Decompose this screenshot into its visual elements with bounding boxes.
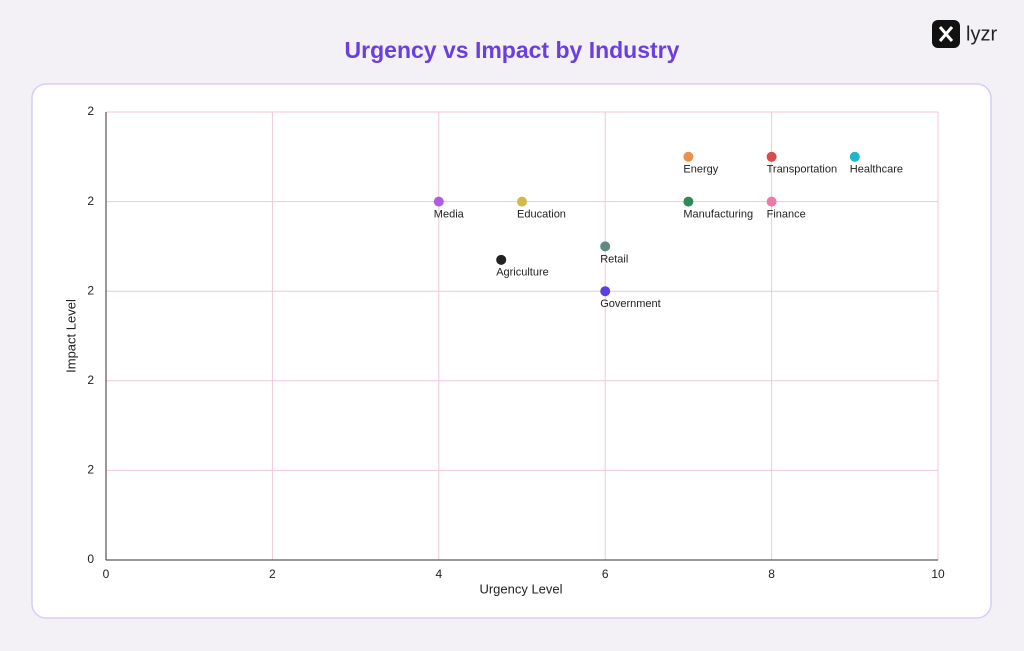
point-label: Energy [683,164,718,176]
point-label: Retail [600,253,628,265]
y-tick-label: 2 [87,373,94,387]
y-tick-label: 2 [87,463,94,477]
point [683,196,694,207]
point [496,254,507,265]
y-tick-label: 2 [87,194,94,208]
y-tick-label: 2 [87,283,94,297]
point [766,196,777,207]
point [433,196,444,207]
point-label: Media [434,209,465,221]
x-axis-label: Urgency Level [479,581,562,596]
point [600,241,611,252]
point [766,151,777,162]
chart-title: Urgency vs Impact by Industry [345,37,680,63]
y-tick-label: 2 [87,104,94,118]
point-label: Government [600,298,661,310]
point-label: Healthcare [850,164,903,176]
x-tick-label: 6 [602,567,609,581]
x-tick-label: 2 [269,567,276,581]
point-label: Transportation [767,164,838,176]
point-label: Finance [767,209,806,221]
brand: lyzr [966,23,997,45]
x-tick-label: 0 [103,567,110,581]
x-tick-label: 10 [931,567,945,581]
logo-mark [938,26,954,42]
point-label: Manufacturing [683,209,753,221]
point [683,151,694,162]
point [600,286,611,297]
card [31,83,992,619]
x-tick-label: 8 [768,567,775,581]
point-label: Education [517,209,566,221]
point-label: Agriculture [496,267,549,279]
y-tick-label: 0 [87,552,94,566]
y-axis-label: Impact Level [63,299,78,373]
point [517,196,527,207]
x-tick-label: 4 [435,567,442,581]
point [849,151,860,162]
